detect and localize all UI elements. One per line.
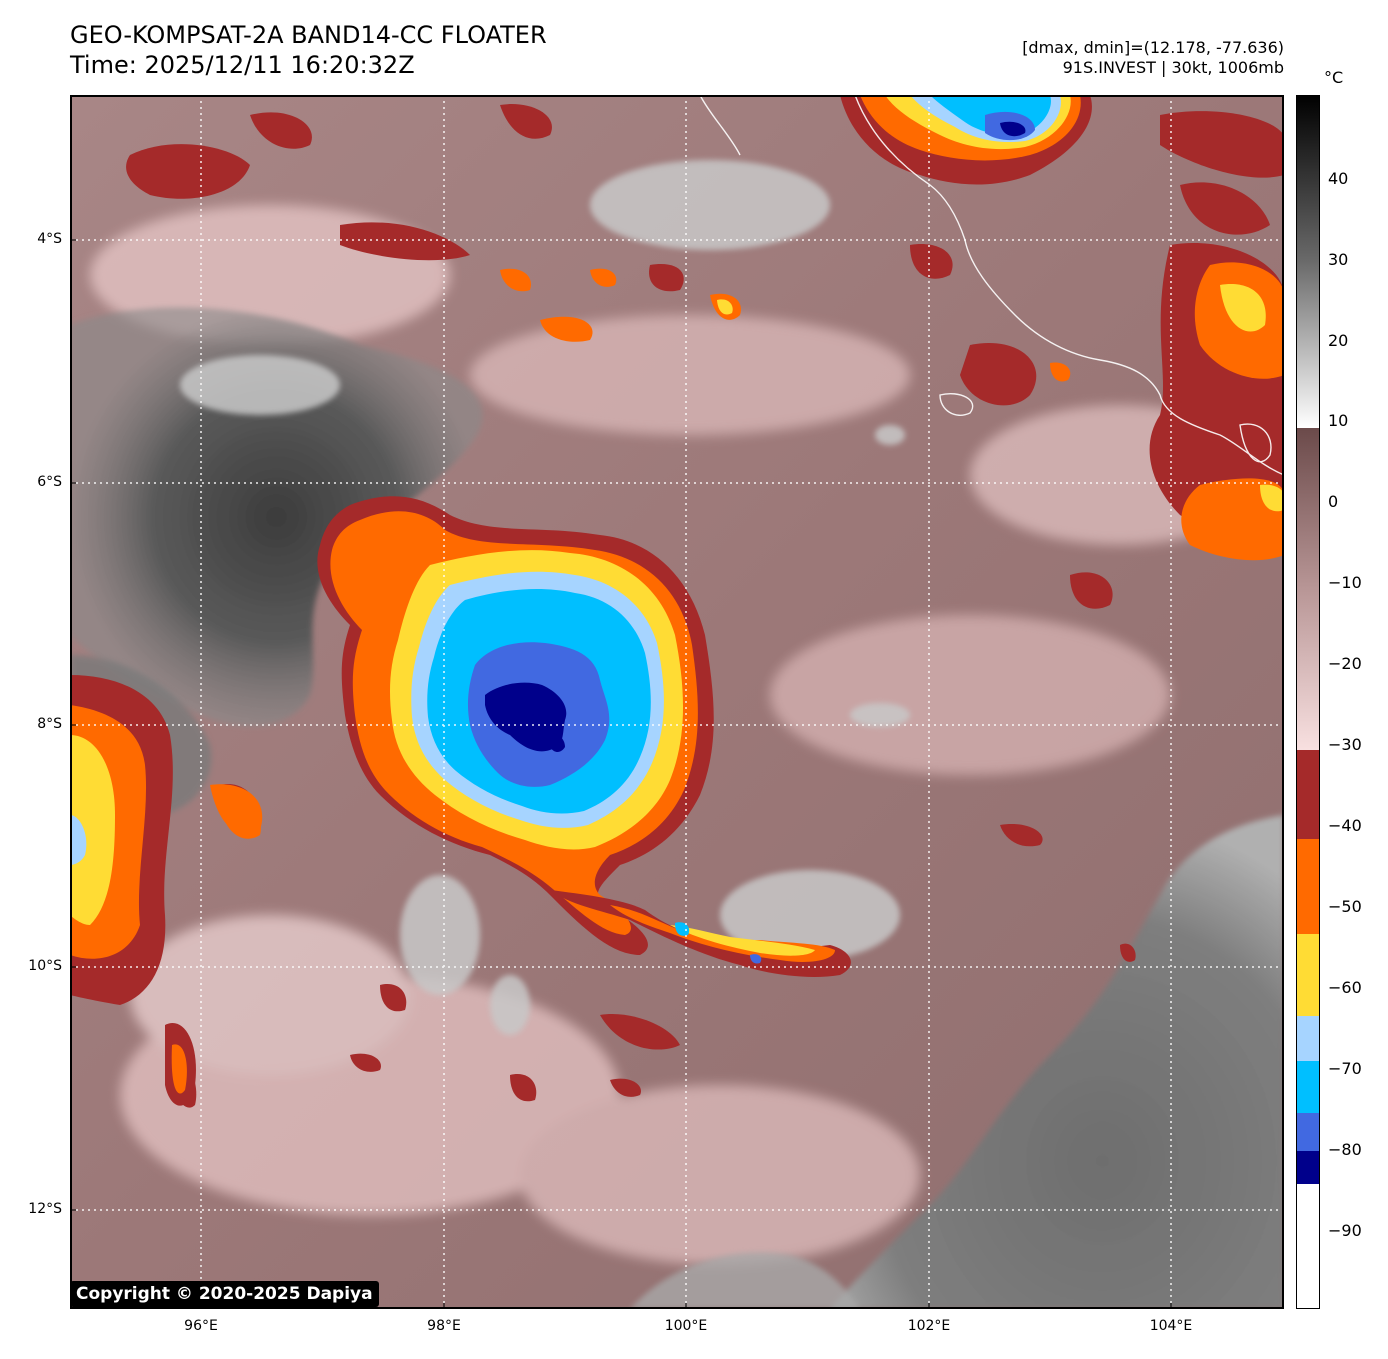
chart-title: GEO-KOMPSAT-2A BAND14-CC FLOATER Time: 2…: [70, 20, 547, 80]
colorbar-frame: [1296, 95, 1320, 1309]
light-gray-patches: [180, 160, 910, 1035]
colorbar-tick-minus90: −90: [1328, 1221, 1362, 1240]
info-dmax-dmin: [dmax, dmin]=(12.178, -77.636): [1022, 38, 1284, 57]
warm-area-southeast: [830, 815, 1284, 1309]
lat-label-6s: 6°S: [37, 474, 62, 490]
convection-northeast: [840, 95, 1092, 185]
colorbar-tick-30: 30: [1328, 250, 1349, 269]
lon-label-104e: 104°E: [1149, 1318, 1193, 1334]
map-frame: [70, 95, 1284, 1309]
warm-area-northwest: [70, 307, 483, 727]
title-line-time: Time: 2025/12/11 16:20:32Z: [70, 51, 415, 79]
colorbar-tick-minus60: −60: [1328, 978, 1362, 997]
colorbar-tick-minus80: −80: [1328, 1140, 1362, 1159]
storm-navy-core: [485, 682, 567, 752]
storm-tail-band: [550, 890, 851, 977]
lat-label-12s: 12°S: [28, 1201, 62, 1217]
colorbar-gray-segment: [1296, 95, 1320, 428]
colorbar-tick-minus20: −20: [1328, 654, 1362, 673]
colorbar-tick-20: 20: [1328, 331, 1349, 350]
gridlines: [70, 95, 1284, 1309]
convection-west-band: [70, 675, 173, 1005]
colorbar-lightblue-segment: [1296, 1016, 1320, 1061]
colorbar-orange-segment: [1296, 839, 1320, 934]
colorbar-tick-40: 40: [1328, 169, 1349, 188]
satellite-imagery-map: [70, 95, 1284, 1309]
lon-label-100e: 100°E: [664, 1318, 708, 1334]
colorbar-tick-0: 0: [1328, 492, 1339, 511]
storm-navy-core-2: [545, 733, 565, 752]
colorbar-navy-segment: [1296, 1151, 1320, 1184]
coastline: [699, 95, 1284, 476]
colorbar-tick-10: 10: [1328, 411, 1349, 430]
convection-small-cells: [220, 268, 1136, 1097]
storm-info: [dmax, dmin]=(12.178, -77.636) 91S.INVES…: [1022, 38, 1284, 78]
lat-label-8s: 8°S: [37, 716, 62, 732]
convection-southwest-cell: [165, 1023, 196, 1106]
colorbar-red-segment: [1296, 750, 1320, 839]
convection-east-edge: [1181, 262, 1284, 561]
colorbar-unit: °C: [1324, 68, 1344, 87]
temperature-colorbar: [1296, 95, 1320, 1309]
lat-label-4s: 4°S: [37, 231, 62, 247]
lon-label-98e: 98°E: [427, 1318, 461, 1334]
colorbar-tick-minus30: −30: [1328, 735, 1362, 754]
colorbar-royal-segment: [1296, 1113, 1320, 1151]
colorbar-yellow-segment: [1296, 934, 1320, 1016]
colorbar-white-segment: [1296, 1184, 1320, 1309]
lat-label-10s: 10°S: [28, 958, 62, 974]
info-storm: 91S.INVEST | 30kt, 1006mb: [1062, 58, 1284, 77]
title-line-satellite: GEO-KOMPSAT-2A BAND14-CC FLOATER: [70, 21, 547, 49]
colorbar-sky-segment: [1296, 1061, 1320, 1113]
colorbar-tick-minus70: −70: [1328, 1059, 1362, 1078]
lon-label-102e: 102°E: [907, 1318, 951, 1334]
colorbar-tick-minus50: −50: [1328, 897, 1362, 916]
colorbar-tick-minus40: −40: [1328, 816, 1362, 835]
colorbar-mauve-segment: [1296, 428, 1320, 750]
colorbar-tick-minus10: −10: [1328, 573, 1362, 592]
gray-area-south: [630, 1252, 860, 1309]
lon-label-96e: 96°E: [184, 1318, 218, 1334]
copyright-badge: Copyright © 2020-2025 Dapiya: [70, 1281, 379, 1307]
